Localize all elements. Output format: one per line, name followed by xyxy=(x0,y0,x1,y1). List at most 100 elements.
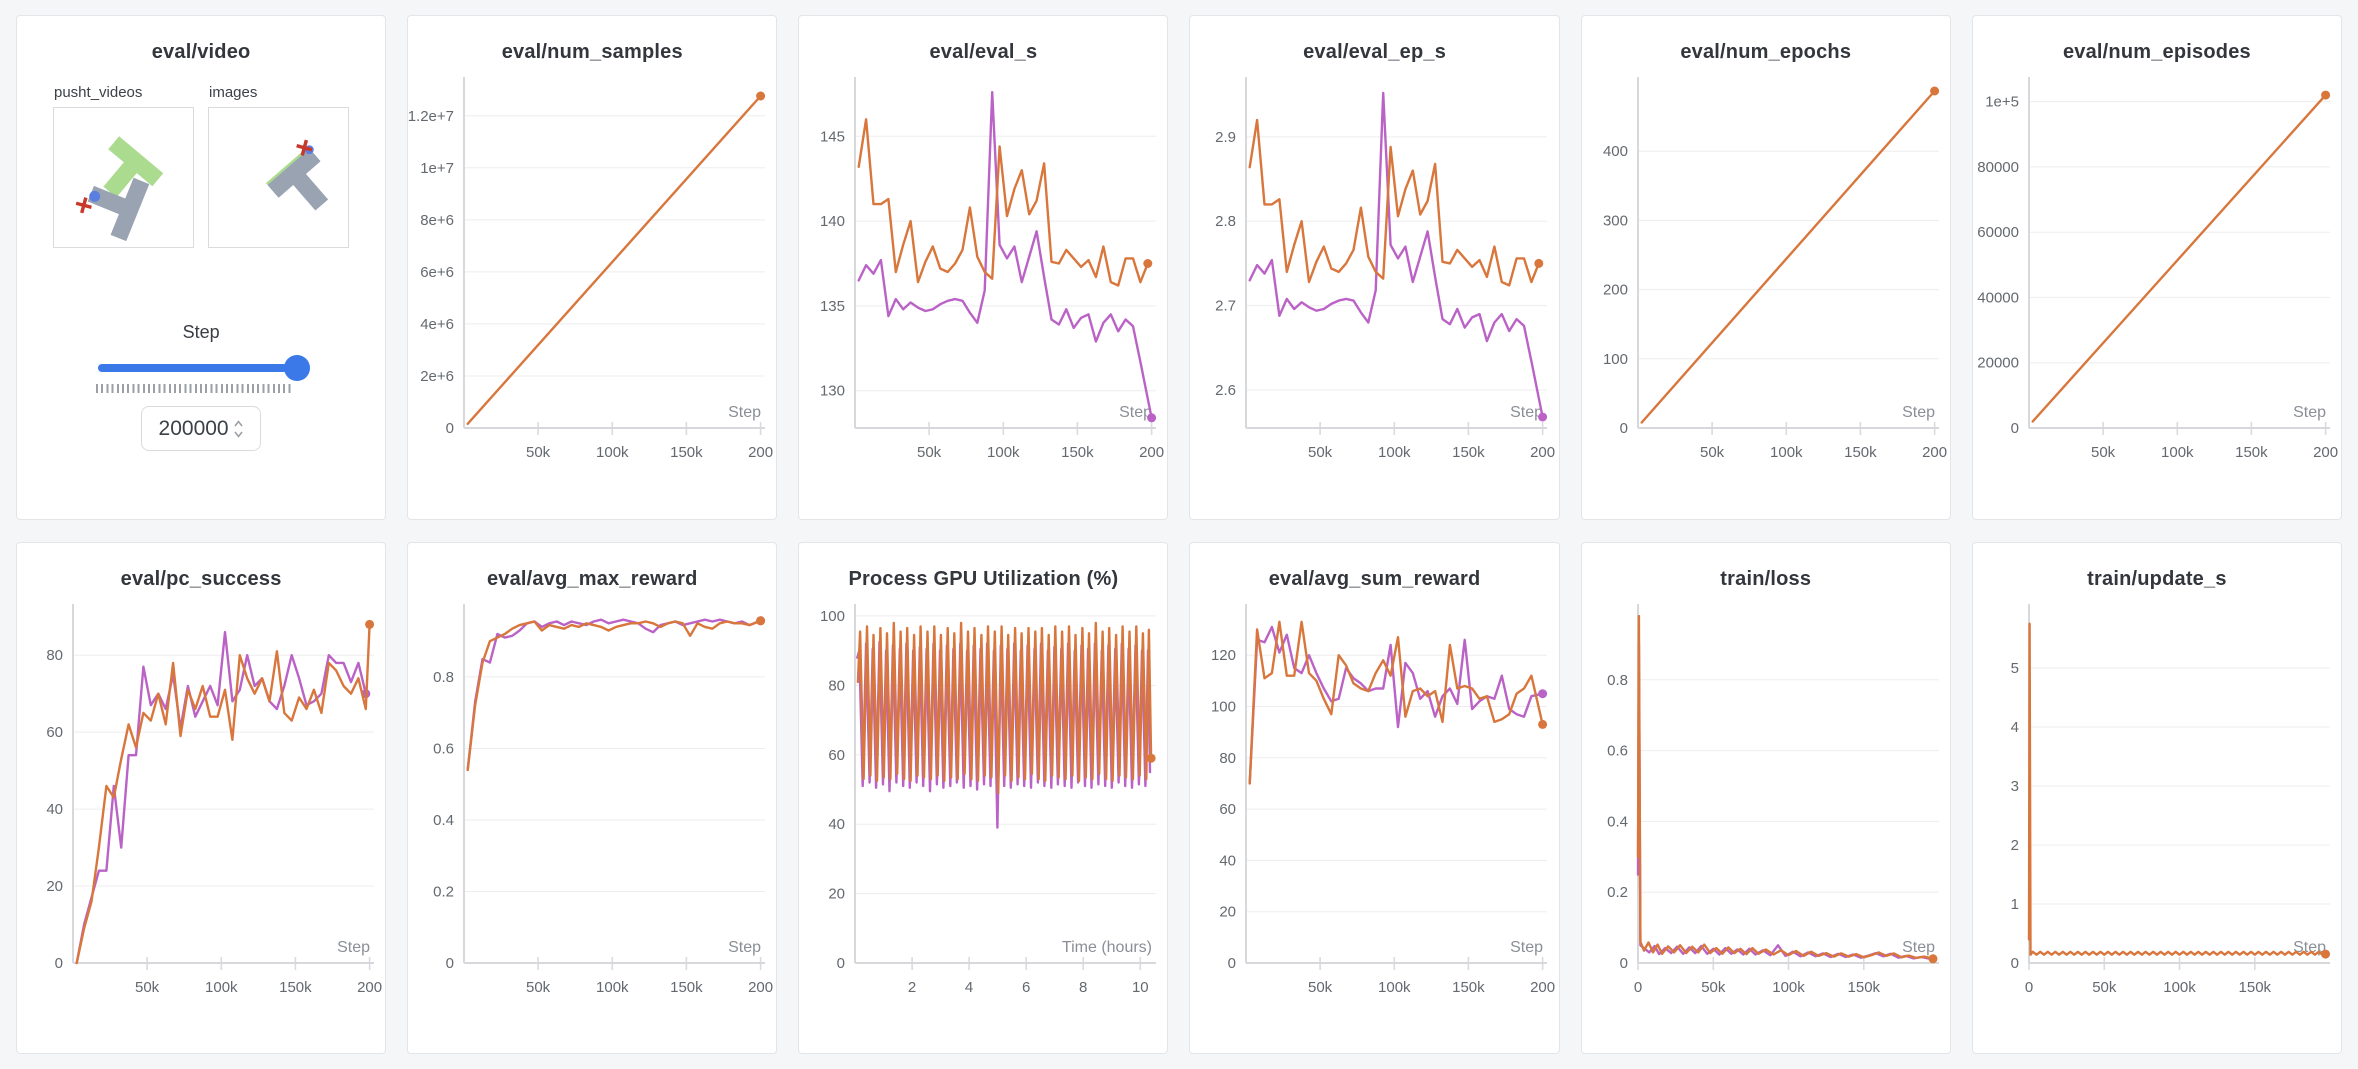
media-label-pusht-videos: pusht_videos xyxy=(54,84,143,101)
svg-text:50k: 50k xyxy=(526,979,551,996)
panel-title: train/update_s xyxy=(2087,568,2227,590)
svg-text:4e+6: 4e+6 xyxy=(420,316,454,333)
panel-title: eval/eval_s xyxy=(929,41,1038,63)
svg-text:100: 100 xyxy=(820,608,845,625)
panel-gpu-utilization: Process GPU Utilization (%) 0 20 40 60 80 100… xyxy=(798,542,1169,1054)
panel-train-update-s: train/update_s 0 1 2 3 4 5 0 50k 100k 150k Step xyxy=(1971,542,2342,1054)
chart-train-loss[interactable]: 0 0.2 0.4 0.6 0.8 0 50k 100k 150k Step xyxy=(1582,595,1951,1019)
svg-text:0: 0 xyxy=(1619,420,1627,437)
svg-text:150k: 150k xyxy=(1847,979,1880,996)
images-thumbnail[interactable] xyxy=(208,107,349,248)
step-slider-label: Step xyxy=(182,322,220,342)
svg-text:150k: 150k xyxy=(2235,444,2268,461)
media-item-images: images xyxy=(208,84,349,248)
chart-eval-num-samples[interactable]: 0 2e+6 4e+6 6e+6 8e+6 1e+7 1.2e+7 50k 100k 150k 20… xyxy=(408,68,777,484)
svg-text:0: 0 xyxy=(1228,955,1236,972)
svg-text:2e+6: 2e+6 xyxy=(420,368,454,385)
step-slider[interactable] xyxy=(98,355,311,381)
panel-eval-eval-s: eval/eval_s 130 135 140 145 50k 100k 150k 200 St… xyxy=(798,15,1169,520)
svg-text:200: 200 xyxy=(2313,444,2338,461)
chart-eval-num-episodes[interactable]: 0 20000 40000 60000 80000 1e+5 50k 100k 150k 200 S… xyxy=(1973,68,2342,484)
svg-text:100: 100 xyxy=(1603,351,1628,368)
step-control: Step 200000 xyxy=(17,322,385,451)
svg-text:100k: 100k xyxy=(1772,979,1805,996)
panel-title-eval-video: eval/video xyxy=(151,41,251,63)
svg-text:400: 400 xyxy=(1603,143,1628,160)
svg-text:0.6: 0.6 xyxy=(433,741,454,758)
svg-text:100k: 100k xyxy=(1770,444,1803,461)
svg-text:100: 100 xyxy=(1211,699,1236,716)
chart-gpu-utilization[interactable]: 0 20 40 60 80 100 2 4 6 8 10 Time (hours) xyxy=(799,595,1168,1019)
svg-text:150k: 150k xyxy=(1844,444,1877,461)
svg-text:40: 40 xyxy=(829,816,846,833)
panel-eval-avg-sum-reward: eval/avg_sum_reward 0 20 40 60 80 100 120 50k 10… xyxy=(1189,542,1560,1054)
panel-title: eval/avg_sum_reward xyxy=(1268,568,1481,590)
svg-text:1e+7: 1e+7 xyxy=(420,160,454,177)
svg-text:50k: 50k xyxy=(1701,979,1726,996)
svg-text:200: 200 xyxy=(1139,444,1164,461)
svg-text:200: 200 xyxy=(357,979,382,996)
svg-text:2.6: 2.6 xyxy=(1216,382,1237,399)
svg-text:0.4: 0.4 xyxy=(1607,813,1628,830)
media-item-pusht-videos: pusht_videos xyxy=(53,84,194,248)
svg-text:150k: 150k xyxy=(2238,979,2271,996)
pusht-videos-thumbnail[interactable] xyxy=(53,107,194,248)
svg-text:0: 0 xyxy=(1619,955,1627,972)
svg-text:0.2: 0.2 xyxy=(433,884,454,901)
svg-text:Step: Step xyxy=(2293,404,2326,421)
slider-tick-marks xyxy=(96,384,293,393)
chart-eval-avg-sum-reward[interactable]: 0 20 40 60 80 100 120 50k 100k 150k 200 Step xyxy=(1190,595,1559,1019)
svg-text:100k: 100k xyxy=(205,979,238,996)
svg-text:Step: Step xyxy=(728,939,761,956)
slider-track[interactable] xyxy=(98,364,305,372)
panel-eval-pc-success: eval/pc_success 0 20 40 60 80 50k 100k 150k 200 S… xyxy=(16,542,387,1054)
panel-eval-avg-max-reward: eval/avg_max_reward 0 0.2 0.4 0.6 0.8 50k 100k… xyxy=(407,542,778,1054)
svg-text:100k: 100k xyxy=(987,444,1020,461)
svg-text:6e+6: 6e+6 xyxy=(420,264,454,281)
svg-text:150k: 150k xyxy=(670,444,703,461)
goal-cross-icon xyxy=(296,139,313,156)
svg-text:0: 0 xyxy=(1633,979,1641,996)
svg-text:0.8: 0.8 xyxy=(433,669,454,686)
step-value-input[interactable]: 200000 xyxy=(141,406,262,451)
svg-text:150k: 150k xyxy=(1453,444,1486,461)
chart-eval-avg-max-reward[interactable]: 0 0.2 0.4 0.6 0.8 50k 100k 150k 200 Step xyxy=(408,595,777,1019)
goal-cross-icon xyxy=(75,197,92,214)
panel-title: eval/num_episodes xyxy=(2062,41,2251,63)
svg-text:150k: 150k xyxy=(1453,979,1486,996)
panel-eval-eval-ep-s: eval/eval_ep_s 2.6 2.7 2.8 2.9 50k 100k 150k 20… xyxy=(1189,15,1560,520)
svg-text:8e+6: 8e+6 xyxy=(420,212,454,229)
svg-text:60: 60 xyxy=(1220,801,1237,818)
svg-text:4: 4 xyxy=(2010,719,2018,736)
svg-text:50k: 50k xyxy=(917,444,942,461)
svg-text:80000: 80000 xyxy=(1977,159,2019,176)
svg-text:0.2: 0.2 xyxy=(1607,884,1628,901)
slider-thumb[interactable] xyxy=(284,355,311,381)
chart-eval-eval-ep-s[interactable]: 2.6 2.7 2.8 2.9 50k 100k 150k 200 Step xyxy=(1190,68,1559,484)
gray-t-shape xyxy=(267,148,329,211)
stepper-arrows-icon[interactable] xyxy=(233,417,244,441)
svg-text:100k: 100k xyxy=(596,979,629,996)
svg-text:40000: 40000 xyxy=(1977,289,2019,306)
svg-text:135: 135 xyxy=(820,298,845,315)
svg-text:0: 0 xyxy=(2025,979,2033,996)
svg-text:120: 120 xyxy=(1211,647,1236,664)
chart-eval-pc-success[interactable]: 0 20 40 60 80 50k 100k 150k 200 Step xyxy=(17,595,386,1019)
svg-text:150k: 150k xyxy=(279,979,312,996)
svg-text:80: 80 xyxy=(829,677,846,694)
chart-eval-eval-s[interactable]: 130 135 140 145 50k 100k 150k 200 Step xyxy=(799,68,1168,484)
svg-text:0: 0 xyxy=(446,420,454,437)
media-label-images: images xyxy=(209,84,258,101)
chart-eval-num-epochs[interactable]: 0 100 200 300 400 50k 100k 150k 200 Step xyxy=(1582,68,1951,484)
svg-text:0.8: 0.8 xyxy=(1607,672,1628,689)
svg-text:20000: 20000 xyxy=(1977,355,2019,372)
svg-text:50k: 50k xyxy=(1308,444,1333,461)
svg-text:Time (hours): Time (hours) xyxy=(1062,939,1152,956)
svg-text:2.9: 2.9 xyxy=(1216,129,1237,146)
step-value[interactable]: 200000 xyxy=(158,416,229,440)
svg-text:200: 200 xyxy=(1603,282,1628,299)
svg-text:40: 40 xyxy=(1220,852,1237,869)
svg-text:20: 20 xyxy=(829,886,846,903)
